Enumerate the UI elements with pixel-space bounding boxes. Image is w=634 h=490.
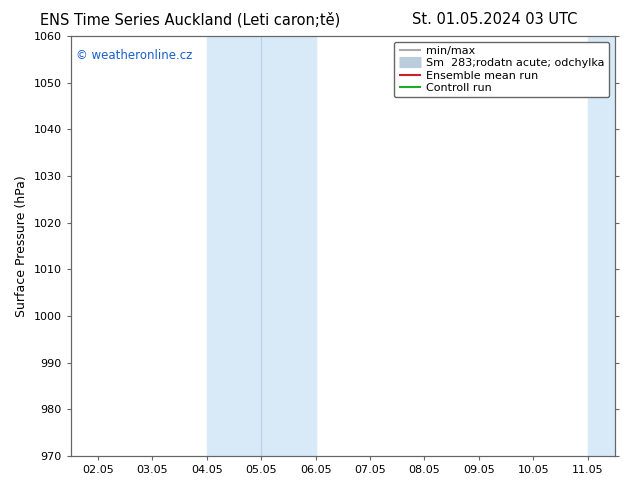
Text: St. 01.05.2024 03 UTC: St. 01.05.2024 03 UTC bbox=[412, 12, 577, 27]
Y-axis label: Surface Pressure (hPa): Surface Pressure (hPa) bbox=[15, 175, 28, 317]
Text: ENS Time Series Auckland (Leti caron;tě): ENS Time Series Auckland (Leti caron;tě) bbox=[40, 12, 340, 28]
Text: © weatheronline.cz: © weatheronline.cz bbox=[76, 49, 193, 62]
Bar bbox=[588, 36, 634, 456]
Bar bbox=[207, 36, 316, 456]
Legend: min/max, Sm  283;rodatn acute; odchylka, Ensemble mean run, Controll run: min/max, Sm 283;rodatn acute; odchylka, … bbox=[394, 42, 609, 97]
